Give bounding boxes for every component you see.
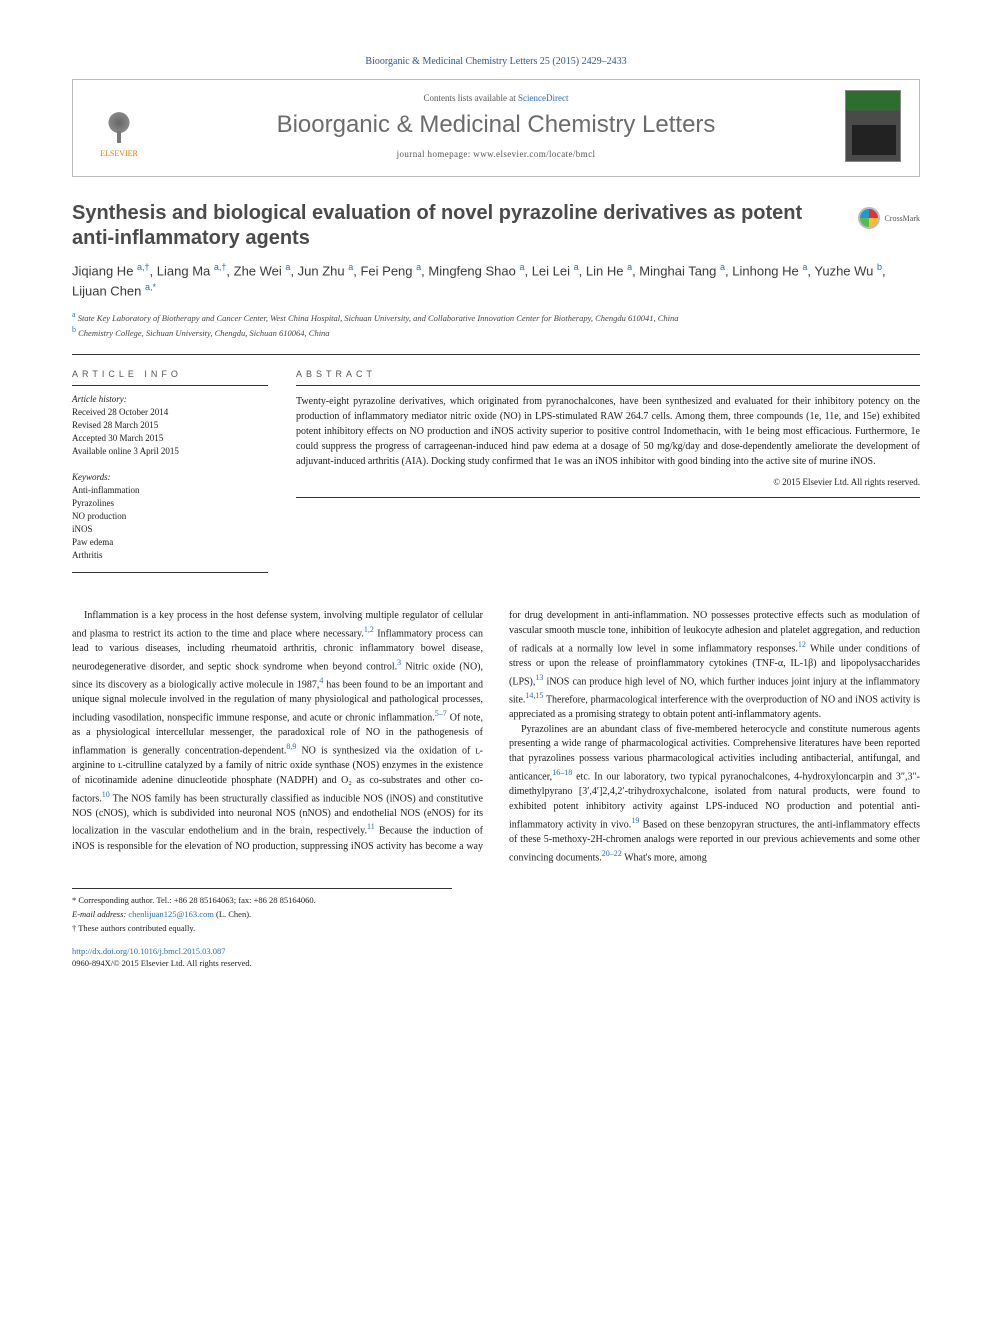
history-label: Article history: [72,394,268,404]
history-item: Accepted 30 March 2015 [72,432,268,445]
history-item: Revised 28 March 2015 [72,419,268,432]
contents-prefix: Contents lists available at [424,93,518,103]
email-line: E-mail address: chenlijuan125@163.com (L… [72,909,452,921]
history-item: Received 28 October 2014 [72,406,268,419]
corresponding-author: * Corresponding author. Tel.: +86 28 851… [72,895,452,907]
publisher-name: ELSEVIER [100,149,138,158]
elsevier-tree-icon [97,105,141,149]
divider [296,497,920,498]
divider [72,354,920,355]
body-text: Inflammation is a key process in the hos… [72,609,920,866]
history-item: Available online 3 April 2015 [72,445,268,458]
keyword: Paw edema [72,536,268,549]
keywords-label: Keywords: [72,472,268,482]
email-label: E-mail address: [72,909,126,919]
crossmark-badge[interactable]: CrossMark [858,207,920,229]
journal-name: Bioorganic & Medicinal Chemistry Letters [165,111,827,139]
author-email-link[interactable]: chenlijuan125@163.com [128,909,214,919]
homepage-prefix: journal homepage: [397,149,474,159]
body-paragraph: Pyrazolines are an abundant class of fiv… [509,723,920,866]
journal-homepage: journal homepage: www.elsevier.com/locat… [165,149,827,159]
abstract-copyright: © 2015 Elsevier Ltd. All rights reserved… [296,477,920,487]
equal-contribution: † These authors contributed equally. [72,923,452,935]
affiliations: a State Key Laboratory of Biotherapy and… [72,309,920,339]
keyword: Arthritis [72,549,268,562]
journal-header: ELSEVIER Contents lists available at Sci… [72,79,920,177]
journal-cover-thumb [845,90,901,162]
affiliation-line: a State Key Laboratory of Biotherapy and… [72,309,920,324]
homepage-url[interactable]: www.elsevier.com/locate/bmcl [473,149,595,159]
bottom-identifiers: http://dx.doi.org/10.1016/j.bmcl.2015.03… [72,946,920,970]
footnotes: * Corresponding author. Tel.: +86 28 851… [72,888,452,935]
doi-link[interactable]: http://dx.doi.org/10.1016/j.bmcl.2015.03… [72,946,226,956]
abstract-head: ABSTRACT [296,369,920,386]
article-info-head: ARTICLE INFO [72,369,268,386]
author-list: Jiqiang He a,†, Liang Ma a,†, Zhe Wei a,… [72,261,920,301]
keyword: iNOS [72,523,268,536]
crossmark-icon [858,207,880,229]
contents-line: Contents lists available at ScienceDirec… [165,93,827,103]
keyword: Anti-inflammation [72,484,268,497]
abstract-text: Twenty-eight pyrazoline derivatives, whi… [296,394,920,469]
sciencedirect-link[interactable]: ScienceDirect [518,93,568,103]
issn-copyright: 0960-894X/© 2015 Elsevier Ltd. All right… [72,958,252,968]
divider [72,572,268,573]
abstract-block: ABSTRACT Twenty-eight pyrazoline derivat… [296,369,920,573]
citation-line: Bioorganic & Medicinal Chemistry Letters… [72,56,920,67]
keyword: NO production [72,510,268,523]
publisher-logo: ELSEVIER [91,94,147,158]
article-info-block: ARTICLE INFO Article history: Received 2… [72,369,268,573]
crossmark-label: CrossMark [884,214,920,223]
affiliation-line: b Chemistry College, Sichuan University,… [72,324,920,339]
email-who: (L. Chen). [216,909,251,919]
article-title: Synthesis and biological evaluation of n… [72,201,832,251]
keyword: Pyrazolines [72,497,268,510]
